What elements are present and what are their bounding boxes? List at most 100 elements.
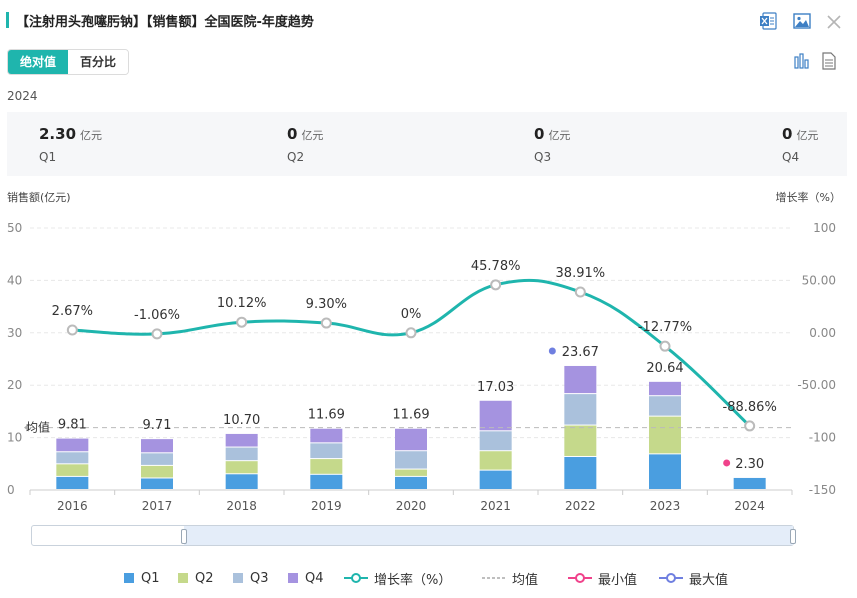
bar-q1 bbox=[733, 477, 766, 489]
x-tick-label: 2021 bbox=[480, 499, 511, 513]
growth-rate-point bbox=[405, 327, 417, 339]
bar-q4 bbox=[225, 433, 258, 447]
growth-rate-label: 38.91% bbox=[556, 266, 606, 281]
image-export-icon[interactable] bbox=[793, 12, 811, 30]
x-tick-label: 2018 bbox=[226, 499, 257, 513]
growth-rate-label: 0% bbox=[401, 307, 422, 322]
bar-q3 bbox=[141, 453, 173, 465]
bar-q1 bbox=[310, 474, 343, 489]
growth-rate-point bbox=[490, 279, 502, 291]
total-label: 10.70 bbox=[223, 413, 260, 428]
bar-q1 bbox=[225, 474, 258, 489]
y2-tick-label: 50.00 bbox=[802, 273, 836, 287]
growth-rate-point bbox=[151, 328, 163, 340]
y-tick-label: 40 bbox=[7, 273, 22, 287]
total-label: 17.03 bbox=[477, 380, 514, 395]
max-value-marker bbox=[548, 347, 556, 355]
chart-header: 【注射用头孢噻肟钠】【销售额】全国医院-年度趋势 bbox=[6, 10, 851, 32]
legend-line-circle-icon bbox=[568, 573, 592, 583]
data-zoom-slider[interactable] bbox=[31, 525, 796, 546]
chart-title: 【注射用头孢噻肟钠】【销售额】全国医院-年度趋势 bbox=[16, 15, 314, 30]
y-tick-label: 50 bbox=[7, 221, 22, 235]
legend-label: Q1 bbox=[141, 570, 160, 586]
x-tick-label: 2024 bbox=[734, 499, 765, 513]
legend-square-icon bbox=[233, 573, 243, 583]
growth-rate-label: 45.78% bbox=[471, 259, 521, 274]
growth-rate-point bbox=[320, 317, 332, 329]
excel-export-icon[interactable] bbox=[759, 12, 777, 30]
bar-q2 bbox=[564, 425, 597, 456]
growth-rate-label: 2.67% bbox=[52, 304, 93, 319]
legend-item[interactable]: Q2 bbox=[176, 568, 214, 588]
y2-tick-label: -100 bbox=[809, 431, 836, 445]
zoom-handle-left[interactable] bbox=[181, 529, 187, 544]
summary-year: 2024 bbox=[7, 89, 38, 103]
bar-q2 bbox=[310, 459, 343, 474]
legend-item[interactable]: Q1 bbox=[122, 568, 160, 588]
legend-item[interactable]: 增长率（%） bbox=[343, 568, 451, 588]
growth-rate-point bbox=[236, 316, 248, 328]
total-label: 9.71 bbox=[143, 418, 172, 433]
legend-label: Q2 bbox=[195, 570, 214, 586]
legend-dash-icon bbox=[482, 577, 505, 579]
total-label: 20.64 bbox=[646, 361, 683, 376]
bar-q3 bbox=[310, 443, 343, 459]
summary-quarter: Q1 bbox=[39, 150, 57, 164]
y2-tick-label: 0.00 bbox=[809, 326, 836, 340]
summary-unit: 亿元 bbox=[548, 129, 571, 142]
summary-quarter: Q4 bbox=[782, 150, 800, 164]
total-label: 23.67 bbox=[562, 345, 599, 360]
bar-q3 bbox=[225, 447, 258, 461]
bar-q1 bbox=[56, 476, 89, 489]
zoom-handle-right[interactable] bbox=[790, 529, 796, 544]
legend-item[interactable]: 均值 bbox=[481, 568, 538, 588]
total-label: 9.81 bbox=[58, 418, 87, 433]
bar-q1 bbox=[395, 476, 427, 489]
legend-line-circle-icon bbox=[344, 573, 368, 583]
min-value-marker bbox=[723, 459, 731, 467]
bar-q1 bbox=[479, 470, 512, 489]
legend-label: Q3 bbox=[250, 570, 269, 586]
bar-q2 bbox=[225, 461, 258, 474]
growth-rate-label: -12.77% bbox=[638, 320, 692, 335]
bar-q4 bbox=[649, 381, 681, 396]
legend-label: 均值 bbox=[512, 572, 539, 588]
growth-rate-label: 10.12% bbox=[217, 296, 267, 311]
legend-square-icon bbox=[288, 573, 298, 583]
summary-value: 2.30 bbox=[39, 125, 77, 143]
x-tick-label: 2017 bbox=[142, 499, 173, 513]
zoom-selected-range[interactable] bbox=[184, 526, 793, 545]
legend-label: 最大值 bbox=[689, 572, 729, 588]
title-accent-bar bbox=[6, 12, 9, 28]
bar-q3 bbox=[649, 396, 681, 416]
summary-unit: 亿元 bbox=[301, 129, 324, 142]
table-view-icon[interactable] bbox=[820, 52, 838, 70]
growth-rate-point bbox=[744, 420, 756, 432]
legend-item[interactable]: Q4 bbox=[286, 568, 324, 588]
chart-legend: Q1 Q2 Q3 Q4 增长率（%） 均值 最小值 最大值 bbox=[0, 568, 857, 588]
growth-rate-point bbox=[574, 286, 586, 298]
legend-item[interactable]: 最大值 bbox=[658, 568, 728, 588]
absolute-value-tab[interactable]: 绝对值 bbox=[8, 50, 69, 74]
percentage-tab[interactable]: 百分比 bbox=[68, 50, 129, 74]
y-tick-label: 30 bbox=[7, 326, 22, 340]
summary-value: 0 bbox=[287, 125, 298, 143]
y-tick-label: 0 bbox=[7, 483, 15, 497]
growth-rate-label: -1.06% bbox=[134, 308, 180, 323]
bar-chart-view-icon[interactable] bbox=[793, 52, 811, 70]
summary-value: 0 bbox=[534, 125, 545, 143]
legend-item[interactable]: Q3 bbox=[231, 568, 269, 588]
y2-axis-title: 增长率（%） bbox=[775, 191, 841, 204]
bar-q1 bbox=[141, 478, 173, 489]
bar-q1 bbox=[564, 456, 597, 489]
legend-label: 增长率（%） bbox=[374, 572, 452, 588]
y2-tick-label: -50.00 bbox=[797, 378, 836, 392]
bar-q1 bbox=[649, 454, 681, 489]
close-icon[interactable] bbox=[825, 13, 843, 31]
summary-unit: 亿元 bbox=[80, 129, 103, 142]
legend-item[interactable]: 最小值 bbox=[567, 568, 637, 588]
y-tick-label: 10 bbox=[7, 431, 22, 445]
summary-quarter: Q2 bbox=[287, 150, 305, 164]
bar-q4 bbox=[564, 365, 597, 394]
